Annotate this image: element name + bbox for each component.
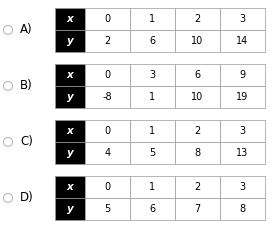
- Bar: [220, 64, 265, 86]
- Bar: [175, 120, 220, 142]
- Bar: [85, 64, 130, 86]
- Bar: [55, 176, 85, 198]
- Text: x: x: [67, 182, 73, 192]
- Bar: [175, 198, 220, 220]
- Bar: [130, 64, 175, 86]
- Text: 13: 13: [236, 148, 249, 158]
- Text: y: y: [67, 36, 73, 46]
- Text: 9: 9: [239, 70, 246, 80]
- Text: 0: 0: [104, 126, 111, 136]
- Bar: [55, 86, 85, 108]
- Text: y: y: [67, 204, 73, 214]
- Bar: [220, 30, 265, 52]
- Text: B): B): [20, 80, 33, 92]
- Text: 5: 5: [149, 148, 156, 158]
- Bar: [85, 176, 130, 198]
- Text: 3: 3: [239, 182, 246, 192]
- Bar: [220, 142, 265, 164]
- Text: y: y: [67, 92, 73, 102]
- Text: 1: 1: [149, 182, 156, 192]
- Text: C): C): [20, 135, 33, 149]
- Bar: [55, 142, 85, 164]
- Text: 6: 6: [149, 204, 156, 214]
- Text: A): A): [20, 23, 33, 37]
- Text: 4: 4: [104, 148, 111, 158]
- Bar: [130, 30, 175, 52]
- Text: 3: 3: [239, 126, 246, 136]
- Bar: [85, 142, 130, 164]
- Bar: [85, 8, 130, 30]
- Bar: [220, 198, 265, 220]
- Bar: [55, 30, 85, 52]
- Text: 7: 7: [194, 204, 201, 214]
- Bar: [175, 142, 220, 164]
- Text: 10: 10: [191, 36, 204, 46]
- Text: 3: 3: [149, 70, 156, 80]
- Text: 0: 0: [104, 70, 111, 80]
- Bar: [220, 120, 265, 142]
- Text: x: x: [67, 70, 73, 80]
- Text: 8: 8: [194, 148, 201, 158]
- Bar: [175, 86, 220, 108]
- Bar: [85, 86, 130, 108]
- Text: 19: 19: [236, 92, 249, 102]
- Text: y: y: [67, 148, 73, 158]
- Text: 6: 6: [194, 70, 201, 80]
- Bar: [55, 64, 85, 86]
- Text: 2: 2: [194, 182, 201, 192]
- Text: 6: 6: [149, 36, 156, 46]
- Bar: [130, 142, 175, 164]
- Text: 1: 1: [149, 92, 156, 102]
- Text: x: x: [67, 126, 73, 136]
- Bar: [130, 120, 175, 142]
- Text: 0: 0: [104, 182, 111, 192]
- Bar: [85, 30, 130, 52]
- Bar: [220, 8, 265, 30]
- Text: 3: 3: [239, 14, 246, 24]
- Bar: [85, 120, 130, 142]
- Bar: [55, 8, 85, 30]
- Bar: [130, 8, 175, 30]
- Bar: [220, 86, 265, 108]
- Text: D): D): [20, 192, 34, 204]
- Text: 10: 10: [191, 92, 204, 102]
- Text: 8: 8: [239, 204, 246, 214]
- Text: 2: 2: [194, 14, 201, 24]
- Bar: [175, 30, 220, 52]
- Bar: [130, 86, 175, 108]
- Bar: [175, 8, 220, 30]
- Bar: [175, 176, 220, 198]
- Text: 0: 0: [104, 14, 111, 24]
- Text: 14: 14: [236, 36, 249, 46]
- Bar: [85, 198, 130, 220]
- Text: x: x: [67, 14, 73, 24]
- Text: 2: 2: [104, 36, 111, 46]
- Text: 5: 5: [104, 204, 111, 214]
- Bar: [175, 64, 220, 86]
- Bar: [130, 176, 175, 198]
- Text: 1: 1: [149, 126, 156, 136]
- Text: 2: 2: [194, 126, 201, 136]
- Text: 1: 1: [149, 14, 156, 24]
- Text: -8: -8: [103, 92, 112, 102]
- Bar: [55, 120, 85, 142]
- Bar: [220, 176, 265, 198]
- Bar: [130, 198, 175, 220]
- Bar: [55, 198, 85, 220]
